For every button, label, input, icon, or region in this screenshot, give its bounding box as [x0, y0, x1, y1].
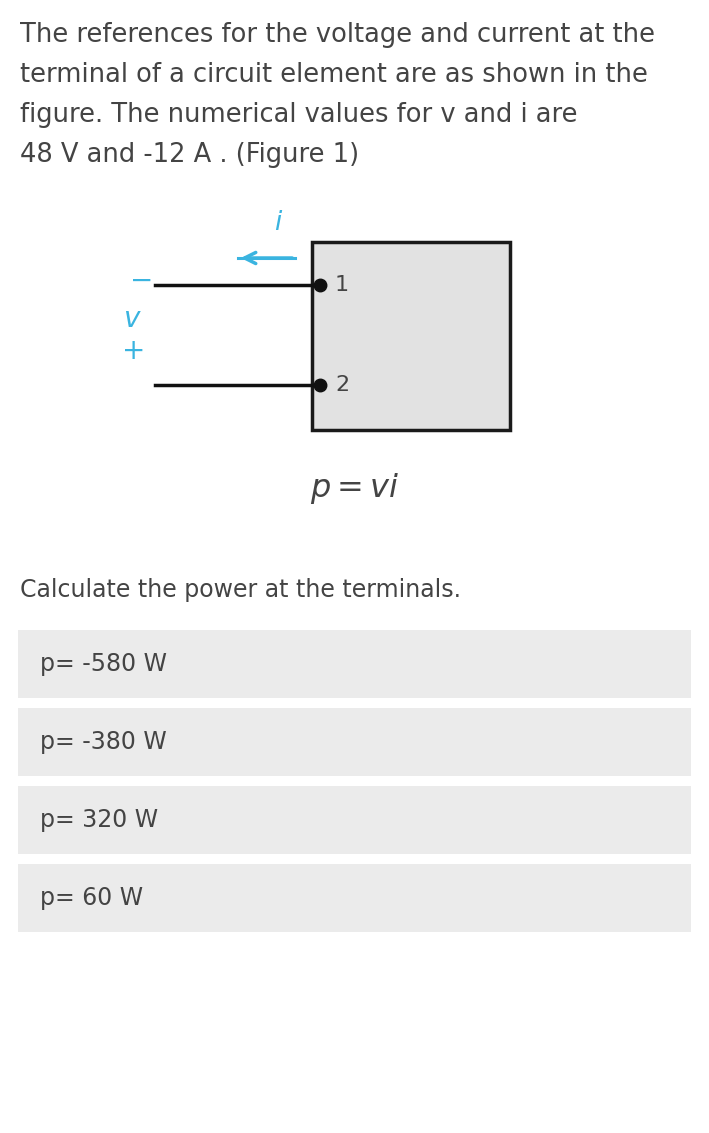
Text: p= -580 W: p= -580 W — [40, 651, 167, 676]
Text: $i$: $i$ — [274, 210, 283, 236]
Text: 48 V and -12 A . (Figure 1): 48 V and -12 A . (Figure 1) — [20, 142, 359, 168]
Text: $p = vi$: $p = vi$ — [311, 470, 400, 505]
Text: $+$: $+$ — [121, 337, 143, 365]
Bar — [312, 242, 510, 431]
Text: 1: 1 — [335, 275, 349, 295]
Text: Calculate the power at the terminals.: Calculate the power at the terminals. — [20, 578, 461, 602]
Bar — [18, 708, 691, 776]
Bar — [18, 864, 691, 932]
Text: 2: 2 — [335, 375, 349, 395]
Text: terminal of a circuit element are as shown in the: terminal of a circuit element are as sho… — [20, 62, 648, 88]
Text: p= -380 W: p= -380 W — [40, 730, 167, 753]
Text: $v$: $v$ — [123, 305, 141, 333]
Text: $-$: $-$ — [129, 266, 151, 293]
Bar — [18, 786, 691, 854]
Text: p= 320 W: p= 320 W — [40, 808, 158, 832]
Text: p= 60 W: p= 60 W — [40, 886, 143, 910]
Bar — [18, 630, 691, 698]
Text: figure. The numerical values for v and i are: figure. The numerical values for v and i… — [20, 102, 578, 128]
Text: The references for the voltage and current at the: The references for the voltage and curre… — [20, 22, 655, 48]
